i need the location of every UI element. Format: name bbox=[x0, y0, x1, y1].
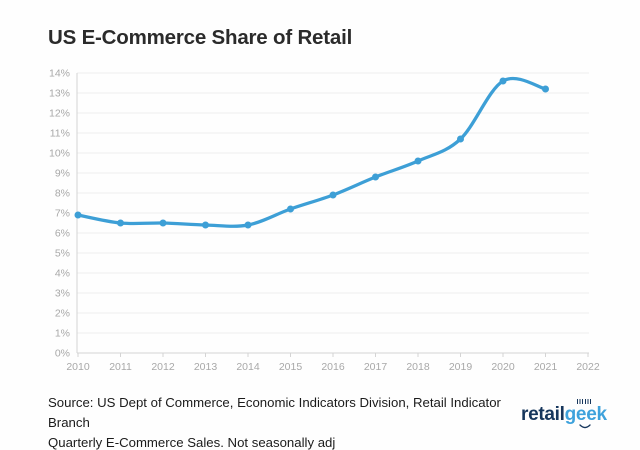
svg-text:0%: 0% bbox=[55, 348, 70, 360]
source-subtitle: Quarterly E-Commerce Sales. Not seasonal… bbox=[48, 434, 336, 450]
svg-text:13%: 13% bbox=[49, 88, 70, 100]
svg-text:9%: 9% bbox=[55, 168, 70, 180]
svg-text:2021: 2021 bbox=[534, 361, 558, 373]
chart-title: US E-Commerce Share of Retail bbox=[48, 26, 353, 49]
svg-text:2016: 2016 bbox=[321, 361, 345, 373]
svg-text:2%: 2% bbox=[55, 308, 70, 320]
smile-icon bbox=[578, 424, 591, 429]
svg-text:8%: 8% bbox=[55, 188, 70, 200]
svg-text:2018: 2018 bbox=[406, 361, 430, 373]
retailgeek-logo: retail geek bbox=[521, 399, 607, 429]
line-chart: 0% 1% 2% 3% 4% 5% 6% 7% 8% 9% 10% 11% 12% 13% 14% 2010 2… bbox=[49, 68, 600, 374]
source-text: Source: US Dept of Commerce, Economic In… bbox=[48, 395, 501, 430]
svg-text:2012: 2012 bbox=[151, 361, 175, 373]
svg-text:10%: 10% bbox=[49, 148, 70, 160]
svg-text:6%: 6% bbox=[55, 228, 70, 240]
svg-text:2013: 2013 bbox=[194, 361, 218, 373]
svg-text:5%: 5% bbox=[55, 248, 70, 260]
svg-text:3%: 3% bbox=[55, 288, 70, 300]
svg-text:2019: 2019 bbox=[449, 361, 473, 373]
logo-text-geek: geek bbox=[564, 404, 607, 425]
svg-text:2010: 2010 bbox=[66, 361, 90, 373]
svg-text:14%: 14% bbox=[49, 68, 70, 80]
svg-text:12%: 12% bbox=[49, 108, 70, 120]
svg-text:7%: 7% bbox=[55, 208, 70, 220]
svg-text:11%: 11% bbox=[50, 128, 70, 140]
svg-text:2017: 2017 bbox=[364, 361, 388, 373]
logo-text-retail: retail bbox=[521, 404, 565, 425]
source-attribution: Source: US Dept of Commerce, Economic In… bbox=[48, 393, 528, 450]
barcode-icon bbox=[576, 399, 592, 404]
svg-text:2020: 2020 bbox=[491, 361, 515, 373]
logo-geek-group: geek bbox=[564, 399, 607, 429]
svg-text:4%: 4% bbox=[55, 268, 70, 280]
svg-text:2014: 2014 bbox=[236, 361, 260, 373]
svg-text:1%: 1% bbox=[55, 328, 70, 340]
svg-text:2022: 2022 bbox=[576, 361, 600, 373]
svg-text:2015: 2015 bbox=[279, 361, 303, 373]
svg-text:2011: 2011 bbox=[109, 361, 132, 373]
